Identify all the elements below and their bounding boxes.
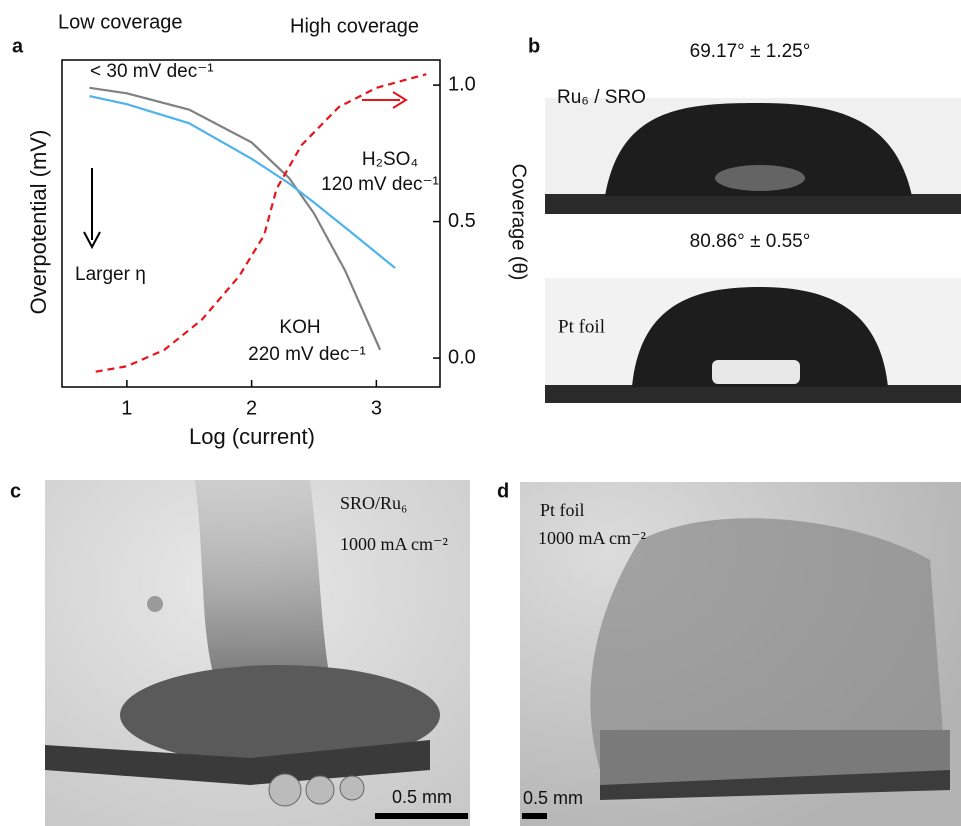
annotation: High coverage bbox=[290, 15, 419, 37]
annotation: Low coverage bbox=[58, 11, 183, 33]
panel-label: d bbox=[497, 480, 509, 502]
current-label: 1000 mA cm⁻² bbox=[538, 528, 646, 548]
annotation: 120 mV dec⁻¹ bbox=[321, 174, 439, 195]
scale-bar bbox=[522, 813, 547, 819]
droplet bbox=[632, 287, 888, 387]
y2-tick-label: 0.0 bbox=[448, 346, 476, 368]
plot-area: 1 2 3 0.0 0.5 1.0 bbox=[89, 73, 476, 419]
x-tick-label: 3 bbox=[371, 397, 382, 419]
sample-label: SRO/Ru₆ bbox=[340, 493, 407, 513]
sample-label: Pt foil bbox=[558, 316, 605, 337]
x-tick-label: 2 bbox=[246, 397, 257, 419]
panel-label: b bbox=[528, 35, 540, 57]
bubble bbox=[339, 775, 365, 801]
reflection bbox=[715, 165, 805, 191]
bubble bbox=[305, 775, 335, 805]
y2-tick-label: 0.5 bbox=[448, 210, 476, 232]
substrate bbox=[545, 385, 961, 403]
angle: 80.86° ± 0.55° bbox=[690, 231, 811, 252]
droplet bbox=[605, 103, 912, 196]
y2-axis-label: Coverage (θ) bbox=[508, 164, 530, 281]
arrow-head bbox=[392, 91, 408, 109]
angle: 69.17° ± 1.25° bbox=[690, 41, 811, 62]
y2-tick-label: 1.0 bbox=[448, 73, 476, 95]
bubble-cloud bbox=[590, 518, 945, 770]
reflection bbox=[712, 360, 800, 384]
annotation: 220 mV dec⁻¹ bbox=[248, 344, 366, 365]
bubble-plume bbox=[195, 480, 330, 680]
annotation: KOH bbox=[279, 317, 320, 338]
series-line bbox=[89, 86, 382, 351]
electrode-edge bbox=[600, 770, 950, 800]
panel-label: a bbox=[12, 35, 24, 57]
annotation: H₂SO₄ bbox=[362, 149, 419, 170]
scale-bar bbox=[375, 813, 468, 819]
sample-label: Pt foil bbox=[540, 500, 585, 520]
panel-label: c bbox=[10, 480, 21, 502]
y-axis-label: Overpotential (mV) bbox=[26, 130, 51, 315]
arrow-head bbox=[83, 231, 101, 250]
wire bbox=[45, 740, 430, 785]
annotation: Larger η bbox=[75, 264, 146, 285]
series-line bbox=[89, 94, 396, 269]
scale-label: 0.5 mm bbox=[392, 787, 452, 807]
current-label: 1000 mA cm⁻² bbox=[340, 534, 448, 554]
x-axis-label: Log (current) bbox=[189, 424, 315, 449]
sample-label: Ru₆ / SRO bbox=[557, 87, 646, 108]
bubble bbox=[268, 773, 302, 807]
scale-label: 0.5 mm bbox=[523, 788, 583, 808]
annotation: < 30 mV dec⁻¹ bbox=[90, 61, 214, 82]
bubble bbox=[147, 596, 163, 612]
x-tick-label: 1 bbox=[121, 397, 132, 419]
substrate bbox=[545, 194, 961, 214]
series-line bbox=[95, 73, 427, 373]
plot-frame bbox=[61, 59, 441, 388]
electrode bbox=[120, 665, 440, 765]
